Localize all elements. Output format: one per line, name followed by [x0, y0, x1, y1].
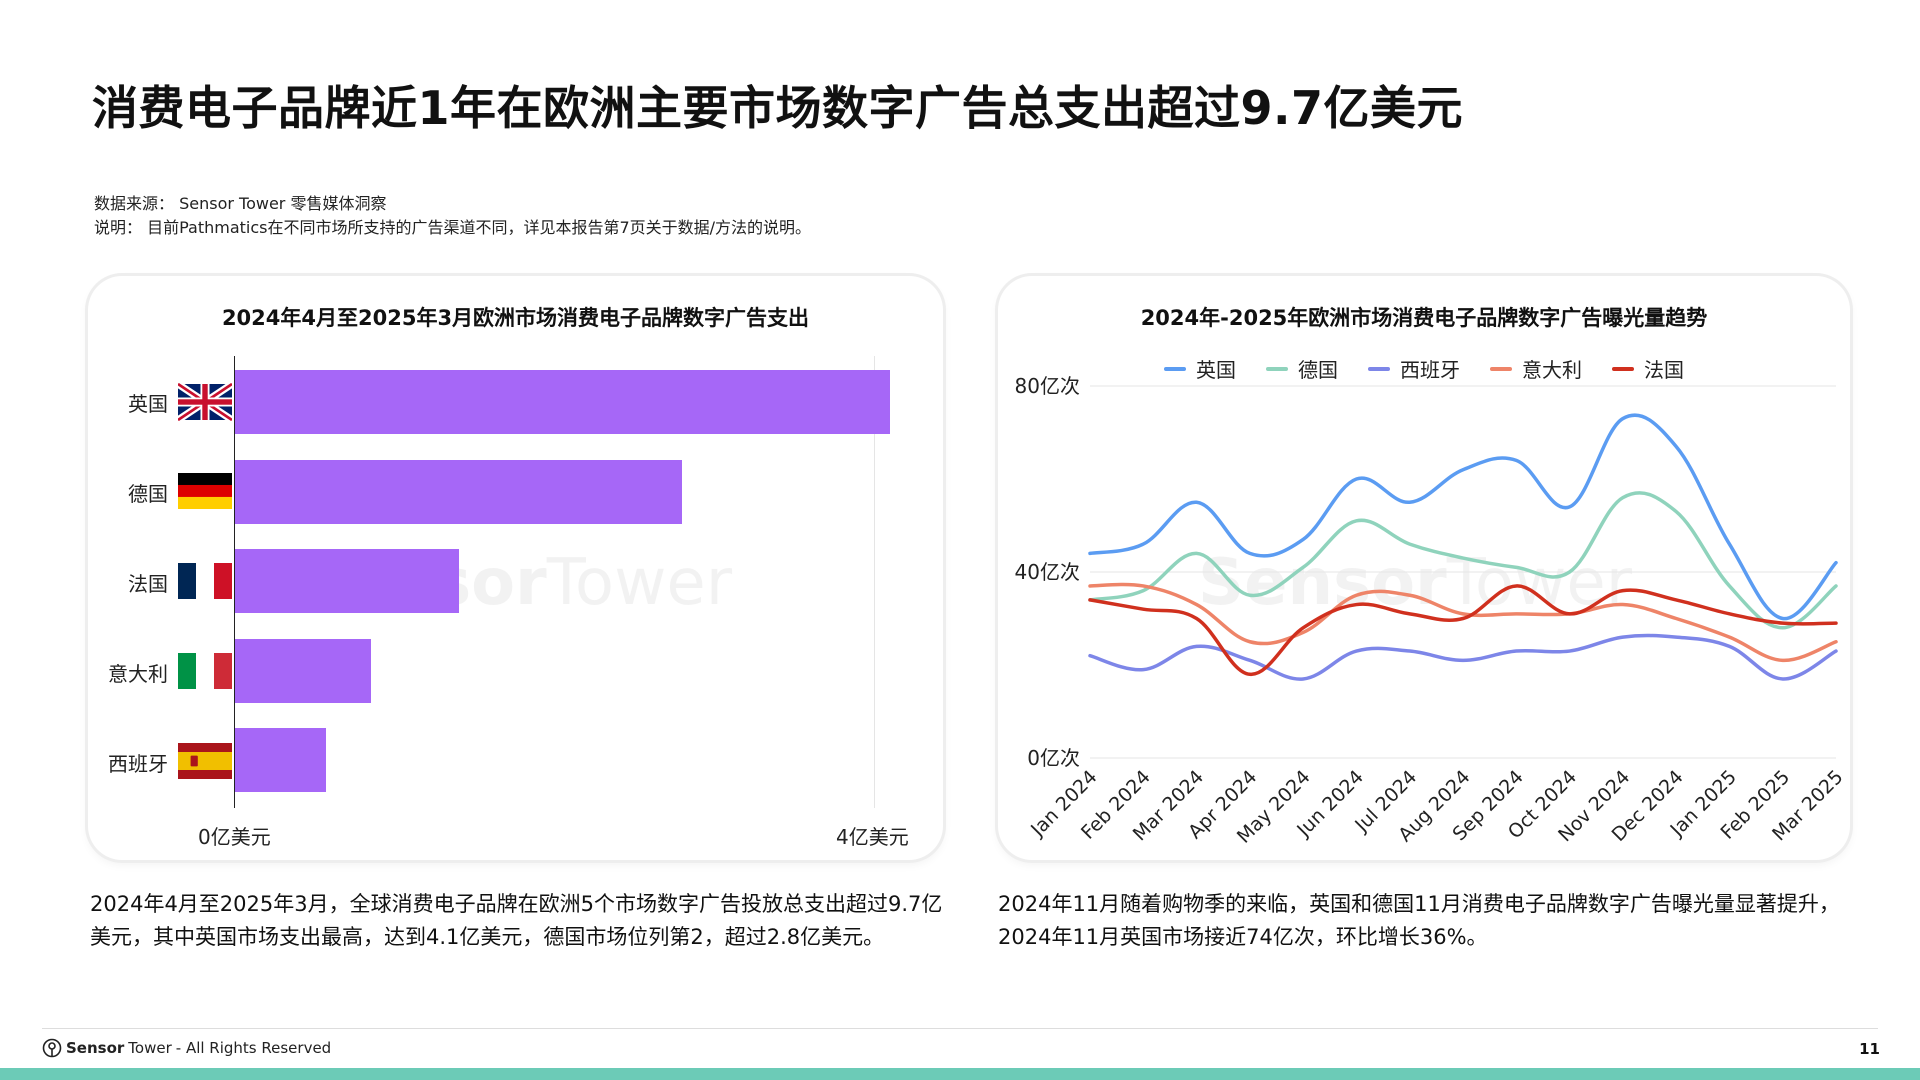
y-tick-label: 0亿次 — [1027, 746, 1080, 770]
chart-legend: 英国 德国 西班牙 意大利 法国 — [998, 354, 1850, 383]
page-number: 11 — [1859, 1040, 1880, 1058]
bar-label-uk: 英国 — [128, 392, 168, 416]
bar-fr — [235, 549, 459, 613]
footer-brand-light: Tower — [128, 1039, 172, 1057]
data-source: 数据来源： Sensor Tower 零售媒体洞察 — [94, 194, 387, 213]
italy-flag-icon — [178, 653, 232, 689]
y-axis-line — [234, 356, 235, 808]
legend-item-it: 意大利 — [1490, 354, 1582, 383]
footer-brand-bold: Sensor — [66, 1039, 125, 1057]
legend-label-de: 德国 — [1298, 358, 1338, 382]
legend-label-es: 西班牙 — [1400, 358, 1460, 382]
series-line-4 — [1088, 584, 1838, 677]
bottom-accent-bar — [0, 1068, 1920, 1080]
footer-rights: - All Rights Reserved — [175, 1039, 332, 1057]
legend-swatch-uk — [1164, 366, 1186, 371]
spain-flag-icon — [178, 743, 232, 779]
legend-swatch-it — [1490, 366, 1512, 371]
exposure-chart-card: 2024年-2025年欧洲市场消费电子品牌数字广告曝光量趋势 英国 德国 西班牙… — [998, 276, 1850, 860]
method-note: 说明： 目前Pathmatics在不同市场所支持的广告渠道不同，详见本报告第7页… — [94, 218, 812, 237]
legend-label-uk: 英国 — [1196, 358, 1236, 382]
footer-brand: Sensor Tower - All Rights Reserved — [42, 1038, 331, 1058]
legend-item-es: 西班牙 — [1368, 354, 1460, 383]
legend-swatch-fr — [1612, 366, 1634, 371]
series-line-3 — [1088, 582, 1838, 663]
series-line-2 — [1088, 633, 1838, 681]
x-tick-label-0: 0亿美元 — [198, 825, 271, 849]
source-note: 数据来源： Sensor Tower 零售媒体洞察 说明： 目前Pathmati… — [94, 192, 811, 240]
footer-divider — [42, 1028, 1878, 1029]
y-tick-label: 40亿次 — [1015, 560, 1080, 584]
legend-item-uk: 英国 — [1164, 354, 1236, 383]
exposure-chart-title: 2024年-2025年欧洲市场消费电子品牌数字广告曝光量趋势 — [1140, 306, 1708, 330]
bar-it — [235, 639, 371, 703]
watermark-brand-light: Tower — [546, 546, 733, 620]
line-series-group — [1088, 413, 1838, 681]
bar-label-de: 德国 — [128, 482, 168, 506]
page-title: 消费电子品牌近1年在欧洲主要市场数字广告总支出超过9.7亿美元 — [92, 81, 1463, 135]
spend-caption: 2024年4月至2025年3月，全球消费电子品牌在欧洲5个市场数字广告投放总支出… — [90, 892, 943, 949]
legend-item-fr: 法国 — [1612, 354, 1684, 383]
series-line-1 — [1088, 491, 1838, 630]
bar-de — [235, 460, 683, 524]
x-tick-label-4: 4亿美元 — [836, 825, 909, 849]
grid-line-4 — [874, 356, 875, 808]
germany-flag-icon — [178, 473, 232, 509]
bar-es — [235, 728, 327, 792]
bar-label-it: 意大利 — [108, 662, 168, 686]
legend-item-de: 德国 — [1266, 354, 1338, 383]
bar-label-fr: 法国 — [128, 572, 168, 596]
y-tick-label: 80亿次 — [1015, 374, 1080, 398]
spend-chart-card: 2024年4月至2025年3月欧洲市场消费电子品牌数字广告支出 SensorTo… — [88, 276, 943, 860]
legend-swatch-es — [1368, 366, 1390, 371]
y-tick-labels: 0亿次 40亿次 80亿次 — [1015, 374, 1080, 770]
series-line-0 — [1088, 413, 1838, 621]
uk-flag-icon — [178, 383, 232, 421]
france-flag-icon — [178, 563, 232, 599]
legend-label-fr: 法国 — [1644, 358, 1684, 382]
sensor-tower-logo-icon — [42, 1038, 62, 1058]
bar-label-es: 西班牙 — [108, 752, 168, 776]
exposure-caption: 2024年11月随着购物季的来临，英国和德国11月消费电子品牌数字广告曝光量显著… — [998, 892, 1840, 949]
spend-chart-title: 2024年4月至2025年3月欧洲市场消费电子品牌数字广告支出 — [221, 306, 810, 330]
bar-uk — [235, 370, 890, 434]
legend-label-it: 意大利 — [1522, 358, 1582, 382]
line-grid — [1090, 385, 1836, 759]
legend-swatch-de — [1266, 366, 1288, 371]
